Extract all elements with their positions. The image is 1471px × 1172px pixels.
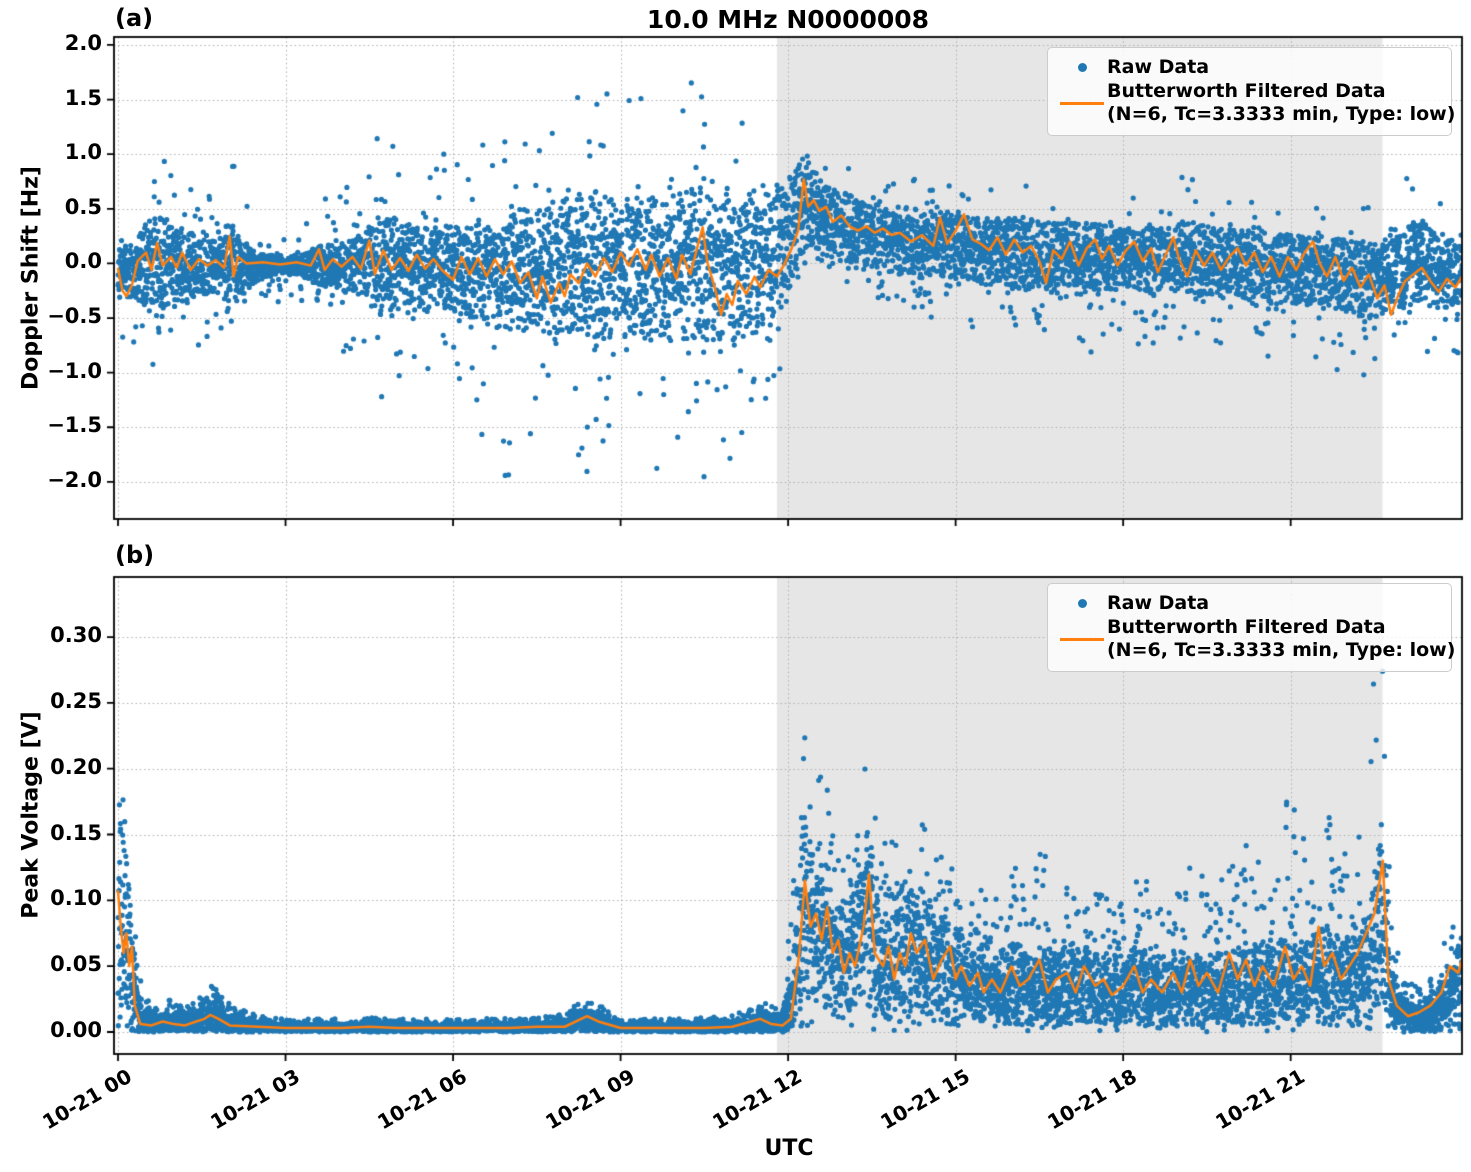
x-axis-label: UTC [764,1136,814,1161]
legend-panel-b: Raw Data Butterworth Filtered Data (N=6,… [1047,583,1455,672]
y-tick-label: 0.5 [64,194,102,219]
raw-data-dot-marker-icon [1077,63,1087,73]
legend-entry-raw: Raw Data [1057,592,1441,615]
y-tick-label: 0.10 [50,886,102,911]
legend-panel-a: Raw Data Butterworth Filtered Data (N=6,… [1047,47,1455,136]
y-tick-label: 2.0 [64,30,102,55]
legend-filtered-label-line1: Butterworth Filtered Data [1107,80,1386,103]
y-tick-label: 0.25 [50,688,102,713]
legend-raw-label: Raw Data [1107,592,1210,614]
y-tick-label: 0.15 [50,820,102,845]
y-tick-label: −1.5 [47,413,102,438]
panel-a-label: (a) [115,4,154,32]
legend-filtered-label-line2: (N=6, Tc=3.3333 min, Type: low) [1107,103,1456,126]
y-tick-label: 0.20 [50,754,102,779]
y-tick-label: 0.30 [50,623,102,648]
y-tick-label: 1.0 [64,140,102,165]
y-tick-label: −0.5 [47,304,102,329]
panel-b-label: (b) [115,541,155,569]
legend-entry-raw: Raw Data [1057,56,1441,79]
y-tick-label: −2.0 [47,467,102,492]
legend-filtered-label-line1: Butterworth Filtered Data [1107,616,1386,639]
raw-data-dot-marker-icon [1077,599,1087,609]
figure-title: 10.0 MHz N0000008 [646,5,930,34]
legend-entry-filtered: Butterworth Filtered Data (N=6, Tc=3.333… [1057,616,1455,662]
y-tick-label: 0.00 [50,1018,102,1042]
y-tick-label: 0.05 [50,952,102,977]
filtered-line-marker-icon [1060,637,1104,642]
legend-filtered-label-line2: (N=6, Tc=3.3333 min, Type: low) [1107,639,1456,662]
legend-entry-filtered: Butterworth Filtered Data (N=6, Tc=3.333… [1057,80,1455,126]
filtered-line-marker-icon [1060,101,1104,106]
y-tick-label: 1.5 [64,85,102,110]
y-tick-label: −1.0 [47,358,102,383]
y-tick-label: 0.0 [64,249,102,274]
legend-raw-label: Raw Data [1107,56,1210,78]
